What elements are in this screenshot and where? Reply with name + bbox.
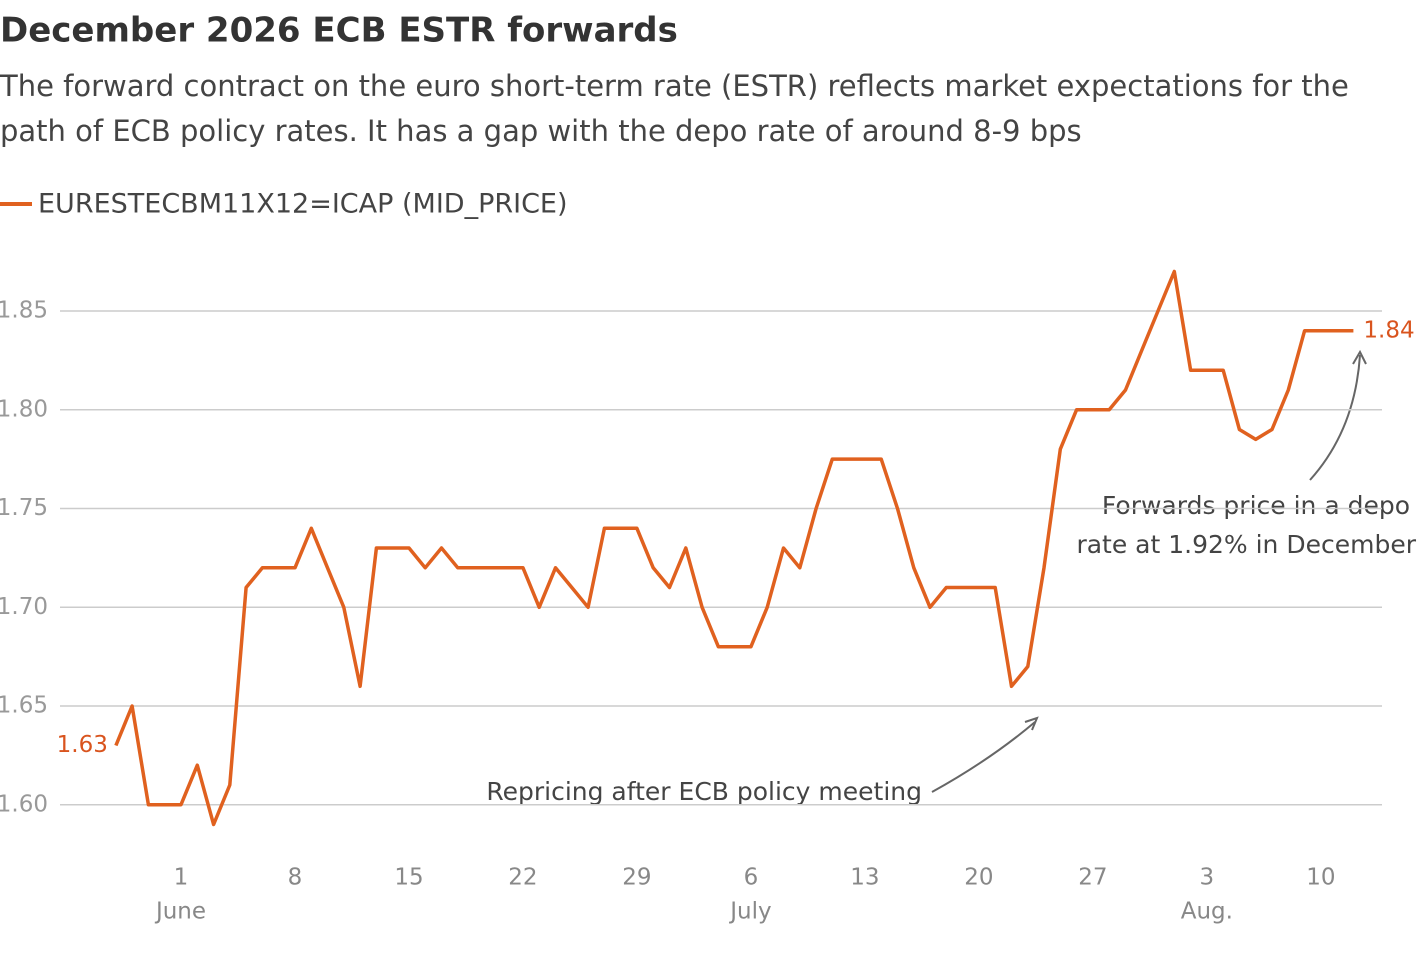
- month-label: June: [154, 899, 206, 925]
- x-tick-label: 29: [622, 865, 651, 891]
- x-tick-label: 1: [174, 865, 189, 891]
- annotation-arrowhead: [1024, 716, 1039, 731]
- subtitle: The forward contract on the euro short-t…: [0, 69, 1349, 103]
- month-label: July: [728, 899, 771, 925]
- line: [114, 269, 1354, 827]
- x-tick-label: 6: [744, 865, 759, 891]
- annotation: Forwards price in a depo: [1102, 491, 1410, 520]
- y-tick-label: 1.75: [0, 495, 48, 521]
- y-tick-label: 1.60: [0, 791, 48, 817]
- x-tick-label: 13: [850, 865, 879, 891]
- subtitle: path of ECB policy rates. It has a gap w…: [0, 114, 1082, 148]
- value-label: 1.84: [1363, 317, 1414, 343]
- annotation-arrow: [931, 721, 1036, 793]
- y-tick-label: 1.70: [0, 594, 48, 620]
- month-label: Aug.: [1181, 899, 1233, 925]
- x-tick-label: 20: [964, 865, 993, 891]
- annotation: rate at 1.92% in December: [1076, 530, 1416, 559]
- x-tick-label: 10: [1306, 865, 1335, 891]
- legend-label: EURESTECBM11X12=ICAP (MID_PRICE): [38, 189, 568, 220]
- x-tick-label: 8: [288, 865, 303, 891]
- y-tick-label: 1.85: [0, 298, 48, 324]
- annotation-arrowhead: [1352, 349, 1367, 365]
- x-tick-label: 3: [1200, 865, 1215, 891]
- annotation: Repricing after ECB policy meeting: [486, 777, 922, 806]
- x-tick-label: 27: [1078, 865, 1107, 891]
- chart-title: December 2026 ECB ESTR forwards: [0, 11, 678, 51]
- x-tick-label: 22: [508, 865, 537, 891]
- annotation-arrow: [1309, 354, 1361, 481]
- x-tick-label: 15: [394, 865, 423, 891]
- y-tick-label: 1.80: [0, 396, 48, 422]
- value-label: 1.63: [57, 732, 108, 758]
- y-tick-label: 1.65: [0, 693, 48, 719]
